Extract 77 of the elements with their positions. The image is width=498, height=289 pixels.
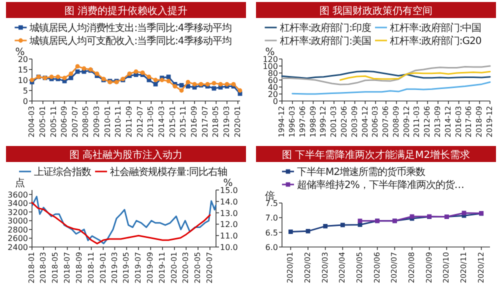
line-series: [281, 70, 491, 79]
y-tick-label: 120: [262, 55, 278, 64]
y2-tick-label: 11.0: [220, 232, 238, 241]
y-tick-label: 100: [262, 62, 278, 71]
y-tick-label: 5: [22, 86, 28, 96]
point: [82, 66, 86, 71]
y-tick-label: 80: [268, 69, 278, 78]
y2-tick-label: 13.0: [220, 208, 238, 218]
point: [146, 74, 152, 80]
point: [212, 86, 216, 91]
point: [323, 224, 328, 228]
legend-label: 杠杆率:政府部门:中国: [389, 22, 482, 34]
point: [212, 80, 216, 86]
line-series: [340, 70, 491, 81]
point: [68, 72, 74, 76]
y-tick-label: 3200: [8, 208, 28, 217]
legend-label: 杠杆率:政府部门:印度: [278, 22, 372, 34]
y-tick-label: 40: [268, 83, 278, 92]
y-tick-label: 6.5: [265, 228, 278, 238]
chart-title: 图 消费的提升依赖收入提升: [64, 5, 188, 17]
y-tick-label: 3000: [8, 216, 28, 226]
point: [75, 69, 80, 74]
point: [192, 82, 197, 86]
line-series: [281, 65, 491, 86]
y-axis-title: 点: [15, 177, 25, 189]
line-series: [31, 196, 217, 244]
y-axis-title: 倍: [265, 190, 275, 202]
legend-label: 杠杆率:政府部门:美国: [278, 35, 372, 47]
y-tick-label: 7.5: [265, 199, 278, 208]
point: [288, 230, 293, 234]
legend-label: 社会融资规模存量:同比右轴: [110, 166, 228, 178]
point: [179, 83, 184, 88]
point: [153, 82, 158, 86]
legend-label: 城镇居民人均消费性支出:当季同比:4季移动平均: [28, 22, 232, 34]
y-tick-label: 2400: [8, 243, 28, 252]
chart-title: 图 高社融为股市注入动力: [69, 149, 183, 161]
point: [153, 78, 158, 82]
point: [140, 70, 145, 75]
y-tick-label: 20: [268, 90, 278, 99]
point: [62, 76, 67, 80]
line-series: [292, 81, 491, 95]
legend-label: 杠杆率:政府部门:G20: [389, 35, 482, 47]
y-tick-label: 6.0: [265, 243, 278, 252]
point: [166, 74, 171, 80]
y-tick-label: 0: [272, 97, 278, 106]
y-tick-label: 7.0: [265, 214, 278, 223]
point: [340, 222, 345, 228]
y2-tick-label: 12.0: [220, 220, 238, 230]
point: [166, 78, 171, 84]
chart-title: 图 下半年需降准两次才能满足M2增长需求: [282, 149, 470, 161]
line-series: [31, 202, 211, 244]
legend-label: 下半年M2增速所需的货币乘数: [297, 166, 426, 178]
point: [68, 76, 74, 80]
y-tick-label: 3400: [8, 199, 28, 208]
point: [358, 218, 362, 224]
point: [179, 88, 184, 93]
point: [75, 64, 80, 69]
chart-title: 图 我国财政政策仍有空间: [319, 5, 433, 17]
y-tick-label: 0: [22, 97, 28, 106]
y-tick-label: 60: [268, 76, 278, 85]
point: [218, 82, 223, 86]
y2-tick-label: 10.0: [220, 243, 238, 252]
legend-label: 超储率维持2%，下半年降准两次的货…: [297, 179, 464, 191]
y-tick-label: 10: [18, 76, 28, 85]
point: [134, 69, 138, 74]
y-tick-label: 20: [18, 55, 28, 64]
y-tick-label: 2600: [8, 234, 28, 244]
legend-label: 城镇居民人均可支配收入:当季同比:4季移动平均: [28, 35, 232, 47]
legend-label: 上证综合指数: [34, 166, 92, 178]
point: [238, 88, 242, 93]
point: [306, 228, 310, 234]
y-tick-label: 2800: [8, 225, 28, 234]
y2-tick-label: 15.0: [220, 186, 238, 195]
point: [186, 80, 190, 84]
y-tick-label: 15: [18, 66, 28, 74]
y2-tick-label: 14.0: [220, 197, 238, 206]
y-tick-label: 3600: [8, 190, 28, 200]
